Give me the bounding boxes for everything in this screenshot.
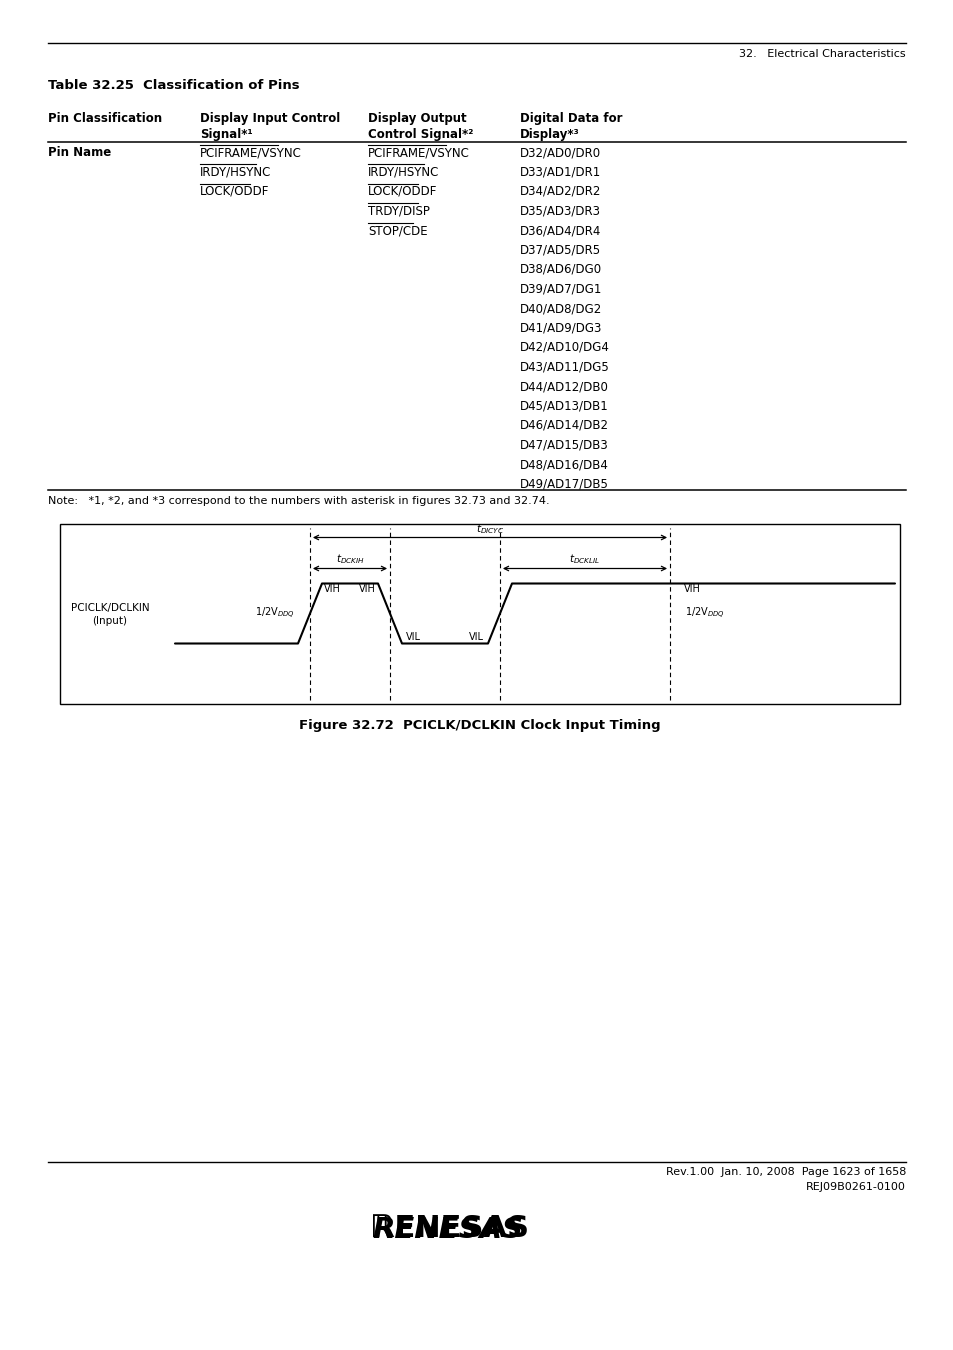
Text: Digital Data for: Digital Data for [519,112,622,126]
Text: D38/AD6/DG0: D38/AD6/DG0 [519,263,601,275]
Text: D47/AD15/DB3: D47/AD15/DB3 [519,439,608,451]
Text: D44/AD12/DB0: D44/AD12/DB0 [519,379,608,393]
Text: D36/AD4/DR4: D36/AD4/DR4 [519,224,600,238]
Text: Table 32.25  Classification of Pins: Table 32.25 Classification of Pins [48,80,299,92]
Text: D39/AD7/DG1: D39/AD7/DG1 [519,282,601,296]
Text: D33/AD1/DR1: D33/AD1/DR1 [519,166,600,178]
Text: D34/AD2/DR2: D34/AD2/DR2 [519,185,600,198]
Text: D45/AD13/DB1: D45/AD13/DB1 [519,400,608,413]
Text: D48/AD16/DB4: D48/AD16/DB4 [519,458,608,471]
Text: VIL: VIL [406,632,420,641]
Text: PCICLK/DCLKIN: PCICLK/DCLKIN [71,603,150,613]
Text: (Input): (Input) [92,617,128,626]
Text: PCIFRAME/VSYNC: PCIFRAME/VSYNC [368,146,470,159]
Text: REJ09B0261-0100: REJ09B0261-0100 [805,1183,905,1192]
Text: $t_{DICYC}$: $t_{DICYC}$ [476,521,503,536]
Text: VIL: VIL [469,632,483,641]
Text: Figure 32.72  PCICLK/DCLKIN Clock Input Timing: Figure 32.72 PCICLK/DCLKIN Clock Input T… [299,718,660,732]
Text: IRDY/HSYNC: IRDY/HSYNC [368,166,439,178]
Text: Display Output: Display Output [368,112,466,126]
Text: TRDY/DISP: TRDY/DISP [368,204,430,217]
Text: D40/AD8/DG2: D40/AD8/DG2 [519,302,601,315]
Text: D37/AD5/DR5: D37/AD5/DR5 [519,243,600,256]
Text: Pin Classification: Pin Classification [48,112,162,126]
Text: VIH: VIH [683,585,700,594]
Text: 32.   Electrical Characteristics: 32. Electrical Characteristics [739,49,905,59]
Text: D43/AD11/DG5: D43/AD11/DG5 [519,360,609,374]
Text: D49/AD17/DB5: D49/AD17/DB5 [519,478,608,490]
Text: VIH: VIH [324,585,340,594]
Text: LOCK/ODDF: LOCK/ODDF [368,185,436,198]
Text: PCIFRAME/VSYNC: PCIFRAME/VSYNC [200,146,301,159]
Bar [60,524,899,703]
Text: Control Signal*²: Control Signal*² [368,128,473,140]
Text: ℝENESAS: ℝENESAS [370,1214,529,1243]
Text: Display Input Control: Display Input Control [200,112,340,126]
Text: 1/2V$_{DDQ}$: 1/2V$_{DDQ}$ [255,606,294,621]
Text: Signal*¹: Signal*¹ [200,128,253,140]
Text: LOCK/ODDF: LOCK/ODDF [200,185,269,198]
Text: IRDY/HSYNC: IRDY/HSYNC [200,166,271,178]
Text: Pin Name: Pin Name [48,146,112,159]
Text: VIH: VIH [358,585,375,594]
Text: $t_{DCKIH}$: $t_{DCKIH}$ [335,552,364,567]
Text: D41/AD9/DG3: D41/AD9/DG3 [519,321,601,335]
Text: D35/AD3/DR3: D35/AD3/DR3 [519,204,600,217]
Text: D42/AD10/DG4: D42/AD10/DG4 [519,342,609,354]
Text: Note:   *1, *2, and *3 correspond to the numbers with asterisk in figures 32.73 : Note: *1, *2, and *3 correspond to the n… [48,495,549,505]
Text: D46/AD14/DB2: D46/AD14/DB2 [519,418,608,432]
Text: 1/2V$_{DDQ}$: 1/2V$_{DDQ}$ [684,606,724,621]
Text: RENESAS: RENESAS [372,1216,522,1243]
Text: Rev.1.00  Jan. 10, 2008  Page 1623 of 1658: Rev.1.00 Jan. 10, 2008 Page 1623 of 1658 [665,1166,905,1177]
Text: STOP/CDE: STOP/CDE [368,224,427,238]
Text: D32/AD0/DR0: D32/AD0/DR0 [519,146,600,159]
Text: $t_{DCKLIL}$: $t_{DCKLIL}$ [569,552,600,567]
Text: Display*³: Display*³ [519,128,579,140]
